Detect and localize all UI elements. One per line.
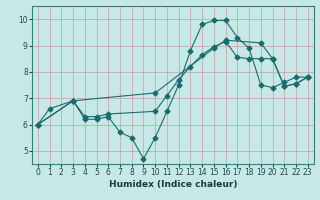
X-axis label: Humidex (Indice chaleur): Humidex (Indice chaleur) (108, 180, 237, 189)
